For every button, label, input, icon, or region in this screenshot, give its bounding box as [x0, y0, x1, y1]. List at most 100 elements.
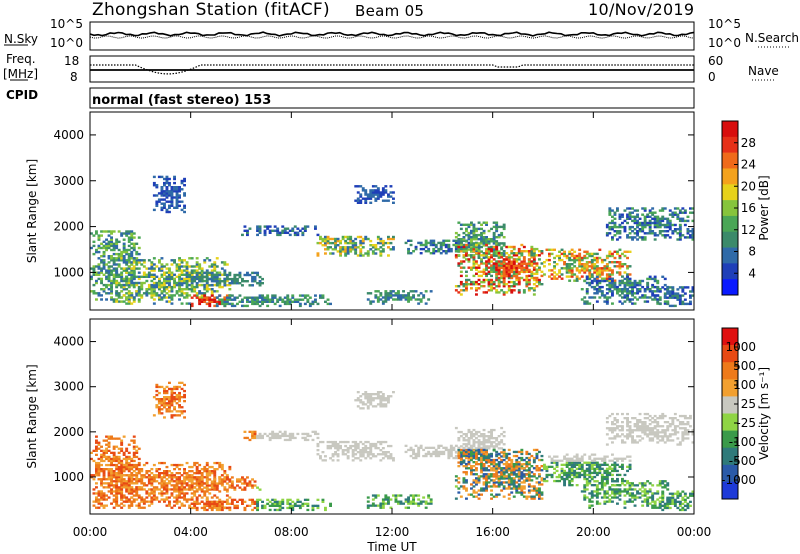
velocity-cell	[462, 443, 466, 446]
power-cell	[105, 277, 108, 281]
power-cell	[102, 259, 106, 262]
power-cell	[120, 296, 124, 299]
velocity-cell	[112, 455, 116, 459]
velocity-cell	[286, 498, 290, 501]
velocity-cell	[190, 502, 194, 505]
power-cell	[475, 272, 478, 275]
velocity-cell	[432, 446, 436, 449]
velocity-cell	[122, 500, 126, 503]
velocity-cell	[130, 496, 134, 499]
velocity-cell	[147, 476, 151, 479]
velocity-cell	[230, 500, 234, 503]
power-cell	[105, 230, 108, 233]
power-cell	[502, 250, 506, 253]
velocity-cell	[497, 471, 501, 474]
power-cell	[568, 256, 572, 260]
velocity-cell	[482, 489, 486, 492]
velocity-cell	[125, 468, 129, 471]
velocity-cell	[427, 496, 431, 499]
power-cell	[530, 262, 534, 265]
power-cell	[286, 296, 290, 299]
power-cell	[681, 207, 685, 210]
power-cell	[424, 302, 428, 305]
power-cell	[462, 283, 466, 286]
power-cell	[346, 241, 350, 245]
power-cell	[359, 195, 363, 198]
power-cell	[470, 256, 473, 259]
power-cell	[595, 261, 599, 264]
power-cell	[492, 248, 496, 251]
power-cell	[258, 282, 262, 285]
velocity-cell	[490, 479, 493, 482]
velocity-cell	[100, 498, 103, 501]
power-cell	[492, 236, 496, 239]
velocity-cell	[110, 476, 113, 479]
power-cell	[369, 244, 373, 247]
velocity-cell	[407, 498, 410, 501]
velocity-cell	[145, 476, 149, 479]
power-cell	[497, 272, 501, 276]
power-cell	[110, 279, 113, 283]
velocity-cell	[485, 452, 488, 456]
velocity-cell	[132, 465, 136, 469]
power-cell	[666, 292, 670, 295]
velocity-cell	[409, 502, 413, 505]
power-cell	[686, 232, 690, 235]
power-cell	[230, 304, 234, 308]
power-cell	[107, 273, 111, 276]
velocity-cell	[165, 484, 169, 487]
power-cell	[417, 298, 421, 301]
power-cell	[646, 281, 650, 285]
velocity-cell	[200, 478, 204, 481]
velocity-cell	[115, 472, 119, 475]
power-cell	[535, 254, 539, 257]
velocity-cell	[364, 447, 368, 450]
power-cell	[369, 195, 373, 198]
power-cell	[588, 275, 592, 278]
power-cell	[376, 237, 380, 241]
power-cell	[369, 248, 373, 251]
power-cell	[233, 282, 237, 285]
power-cell	[651, 298, 655, 301]
power-cell	[175, 196, 179, 199]
power-cell	[565, 269, 569, 272]
power-cell	[646, 277, 650, 281]
velocity-cell	[195, 488, 199, 491]
velocity-cell	[477, 446, 481, 449]
velocity-cell	[371, 397, 375, 400]
power-cell	[678, 296, 682, 299]
velocity-cell	[97, 461, 101, 465]
velocity-cell	[97, 470, 101, 473]
velocity-cell	[417, 454, 421, 458]
velocity-cell	[163, 498, 166, 501]
power-cell	[500, 242, 504, 245]
power-cell	[497, 254, 501, 257]
velocity-cell	[185, 498, 189, 501]
velocity-cell	[100, 470, 103, 473]
power-cell	[316, 233, 320, 237]
power-cell	[590, 265, 594, 268]
velocity-cell	[366, 399, 370, 402]
velocity-cell	[286, 434, 290, 438]
power-cell	[185, 288, 189, 291]
power-cell	[575, 277, 579, 280]
velocity-cell	[205, 496, 209, 499]
velocity-cell	[409, 500, 413, 503]
power-cell	[608, 213, 612, 216]
velocity-cell	[200, 480, 204, 483]
power-cell	[492, 221, 496, 224]
power-cell	[163, 290, 166, 293]
power-cell	[585, 267, 589, 270]
power-cell	[301, 298, 305, 301]
power-cell	[92, 273, 96, 276]
power-cell	[595, 269, 599, 272]
power-cell	[125, 275, 129, 278]
power-cell	[387, 254, 390, 257]
velocity-cell	[366, 496, 370, 499]
power-cell	[656, 279, 660, 283]
power-cell	[626, 236, 629, 239]
velocity-cell	[170, 480, 174, 483]
velocity-cell	[351, 459, 355, 462]
power-cell	[691, 286, 695, 289]
velocity-cell	[246, 484, 249, 487]
